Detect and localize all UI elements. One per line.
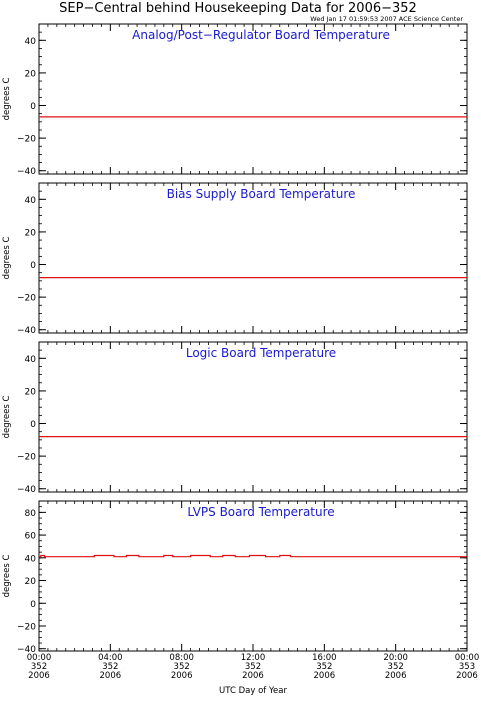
y-tick-label: 20 bbox=[25, 387, 37, 397]
chart-title: SEP−Central behind Housekeeping Data for… bbox=[59, 1, 417, 16]
x-tick-label-line: 2006 bbox=[314, 671, 336, 681]
x-tick-label-line: 2006 bbox=[171, 671, 193, 681]
x-tick-label-line: 352 bbox=[31, 662, 47, 672]
x-axis-label: UTC Day of Year bbox=[219, 686, 287, 696]
y-tick-label: 20 bbox=[25, 69, 37, 79]
y-axis-label: degrees C bbox=[2, 396, 12, 439]
y-tick-label: −20 bbox=[17, 623, 36, 633]
y-tick-label: −20 bbox=[17, 453, 36, 463]
y-axis-label: degrees C bbox=[2, 555, 12, 598]
y-tick-label: 80 bbox=[25, 509, 37, 519]
y-tick-label: 40 bbox=[25, 355, 37, 365]
x-tick-label-line: 00:00 bbox=[27, 653, 52, 663]
x-tick-label-line: 16:00 bbox=[312, 653, 337, 663]
y-tick-label: −40 bbox=[17, 485, 36, 495]
x-tick-label-line: 352 bbox=[245, 662, 261, 672]
generation-timestamp: Wed Jan 17 01:59:53 2007 ACE Science Cen… bbox=[310, 15, 463, 23]
panel-1: −40 −20 0 20 40 degrees C Analog/Post−Regulato… bbox=[2, 23, 468, 177]
y-axis-label: degrees C bbox=[2, 237, 12, 280]
panel-frame bbox=[38, 23, 468, 175]
y-tick-label: 40 bbox=[25, 554, 37, 564]
x-tick-label-line: 2006 bbox=[385, 671, 407, 681]
x-tick-label-line: 20:00 bbox=[383, 653, 408, 663]
panels-group: −40 −20 0 20 40 degrees C Analog/Post−Regulato… bbox=[2, 23, 468, 655]
y-tick-label: 0 bbox=[30, 420, 36, 430]
y-tick-label: −40 bbox=[17, 645, 36, 655]
x-tick-label-line: 2006 bbox=[28, 671, 50, 681]
panel-title: Analog/Post−Regulator Board Temperature bbox=[132, 28, 390, 42]
x-tick-label-line: 352 bbox=[174, 662, 190, 672]
x-tick-label-line: 2006 bbox=[456, 671, 478, 681]
panel-2: −40 −20 0 20 40 degrees C Bias Supply Board Te… bbox=[2, 182, 468, 336]
x-tick-label-line: 352 bbox=[316, 662, 332, 672]
x-tick-label-line: 04:00 bbox=[98, 653, 123, 663]
panel-frame bbox=[38, 500, 468, 652]
y-tick-label: 60 bbox=[25, 532, 37, 542]
panel-3: −40 −20 0 20 40 degrees C Logic Board Temperat… bbox=[2, 341, 468, 495]
y-tick-label: 40 bbox=[25, 37, 37, 47]
x-tick-labels: 00:00352200604:00352200608:00352200612:0… bbox=[27, 653, 480, 681]
x-tick-label-line: 12:00 bbox=[241, 653, 266, 663]
y-tick-label: 20 bbox=[25, 228, 37, 238]
y-tick-label: −20 bbox=[17, 294, 36, 304]
y-tick-label: −20 bbox=[17, 135, 36, 145]
panel-frame bbox=[38, 341, 468, 493]
x-tick-label-line: 352 bbox=[102, 662, 118, 672]
panel-title: Bias Supply Board Temperature bbox=[167, 187, 356, 201]
panel-title: Logic Board Temperature bbox=[186, 346, 336, 360]
x-tick-label-line: 2006 bbox=[100, 671, 122, 681]
y-tick-label: −40 bbox=[17, 167, 36, 177]
y-tick-label: −40 bbox=[17, 326, 36, 336]
x-tick-label-line: 2006 bbox=[242, 671, 264, 681]
x-tick-label-line: 00:00 bbox=[455, 653, 480, 663]
x-tick-label-line: 353 bbox=[459, 662, 475, 672]
y-axis-label: degrees C bbox=[2, 78, 12, 121]
panel-title: LVPS Board Temperature bbox=[187, 505, 334, 519]
series-line bbox=[39, 554, 467, 558]
panel-frame bbox=[38, 182, 468, 334]
y-tick-label: 0 bbox=[30, 261, 36, 271]
y-tick-label: 0 bbox=[30, 102, 36, 112]
panel-4: −40 −20 0 20 40 60 80 degrees C LVPS Board Tempe… bbox=[2, 500, 468, 655]
y-tick-label: 20 bbox=[25, 577, 37, 587]
y-tick-label: 0 bbox=[30, 600, 36, 610]
y-tick-label: 40 bbox=[25, 196, 37, 206]
x-tick-label-line: 352 bbox=[388, 662, 404, 672]
x-tick-label-line: 08:00 bbox=[169, 653, 194, 663]
